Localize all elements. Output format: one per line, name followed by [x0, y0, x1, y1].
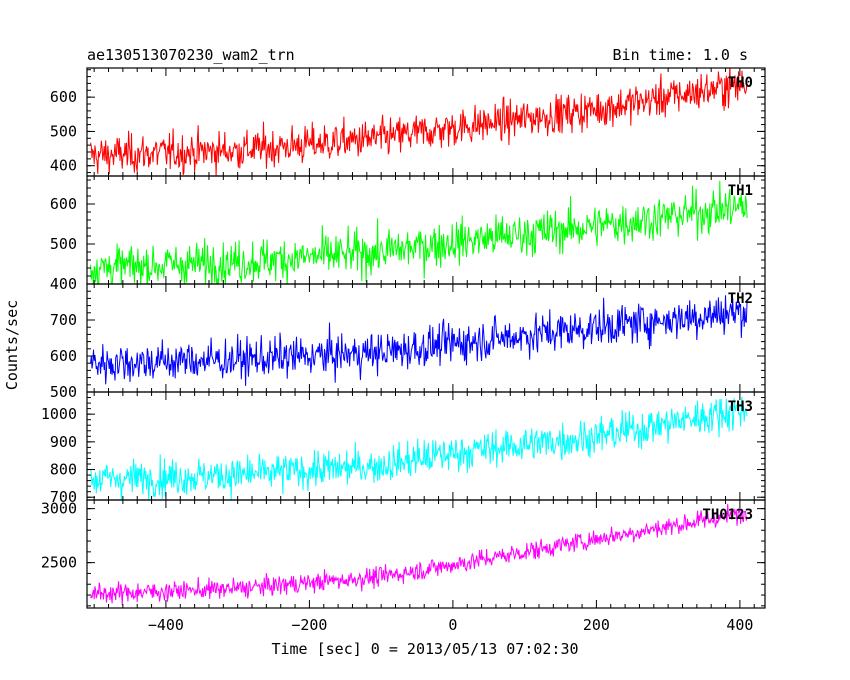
y-tick-label: 400 [50, 157, 77, 175]
panel-th1: 400 500 600 TH1 [50, 175, 766, 293]
y-tick-label: 900 [50, 433, 77, 451]
panel-th0123: 2500 3000 TH0123 [41, 499, 766, 609]
chart-title: ae130513070230_wam2_trn [87, 46, 295, 64]
bin-time-label: Bin time: 1.0 s [613, 46, 748, 64]
series-th0 [90, 68, 748, 176]
y-tick-label: 800 [50, 461, 77, 479]
y-tick-label: 2500 [41, 554, 77, 572]
y-tick-label: 600 [50, 195, 77, 213]
y-tick-label: 500 [50, 383, 77, 401]
y-tick-label: 400 [50, 275, 77, 293]
x-tick-label: 200 [583, 616, 610, 634]
x-tick-label: −400 [148, 616, 184, 634]
panel-label: TH1 [728, 183, 753, 199]
y-tick-label: 700 [50, 311, 77, 329]
series-th1 [90, 180, 748, 284]
panel-label: TH0 [728, 75, 753, 91]
panel-frame [86, 391, 766, 501]
panel-label: TH3 [728, 399, 753, 415]
x-axis: −400 −200 0 200 400 [148, 616, 754, 634]
y-tick-label: 600 [50, 88, 77, 106]
panel-frame [86, 283, 766, 393]
y-tick-label: 600 [50, 347, 77, 365]
panel-label: TH2 [728, 291, 753, 307]
panel-label: TH0123 [702, 507, 753, 523]
y-tick-label: 1000 [41, 405, 77, 423]
series-th3 [90, 396, 748, 500]
y-axis-label: Counts/sec [3, 300, 21, 390]
y-tick-label: 700 [50, 488, 77, 506]
x-tick-label: 0 [448, 616, 457, 634]
x-tick-label: −200 [291, 616, 327, 634]
series-th2 [90, 295, 748, 386]
panels-group: 400 500 600 TH0 400 500 600 TH1 500 600 700 TH2 700 8… [41, 67, 766, 609]
y-tick-label: 3000 [41, 500, 77, 518]
panel-th3: 700 800 900 1000 TH3 [41, 391, 766, 506]
panel-th0: 400 500 600 TH0 [50, 67, 766, 177]
panel-th2: 500 600 700 TH2 [50, 283, 766, 401]
panel-frame [86, 67, 766, 177]
x-axis-label: Time [sec] 0 = 2013/05/13 07:02:30 [271, 640, 578, 658]
x-tick-label: 400 [726, 616, 753, 634]
series-th0123 [90, 503, 748, 606]
panel-frame [86, 499, 766, 609]
y-tick-label: 500 [50, 235, 77, 253]
y-tick-label: 500 [50, 122, 77, 140]
